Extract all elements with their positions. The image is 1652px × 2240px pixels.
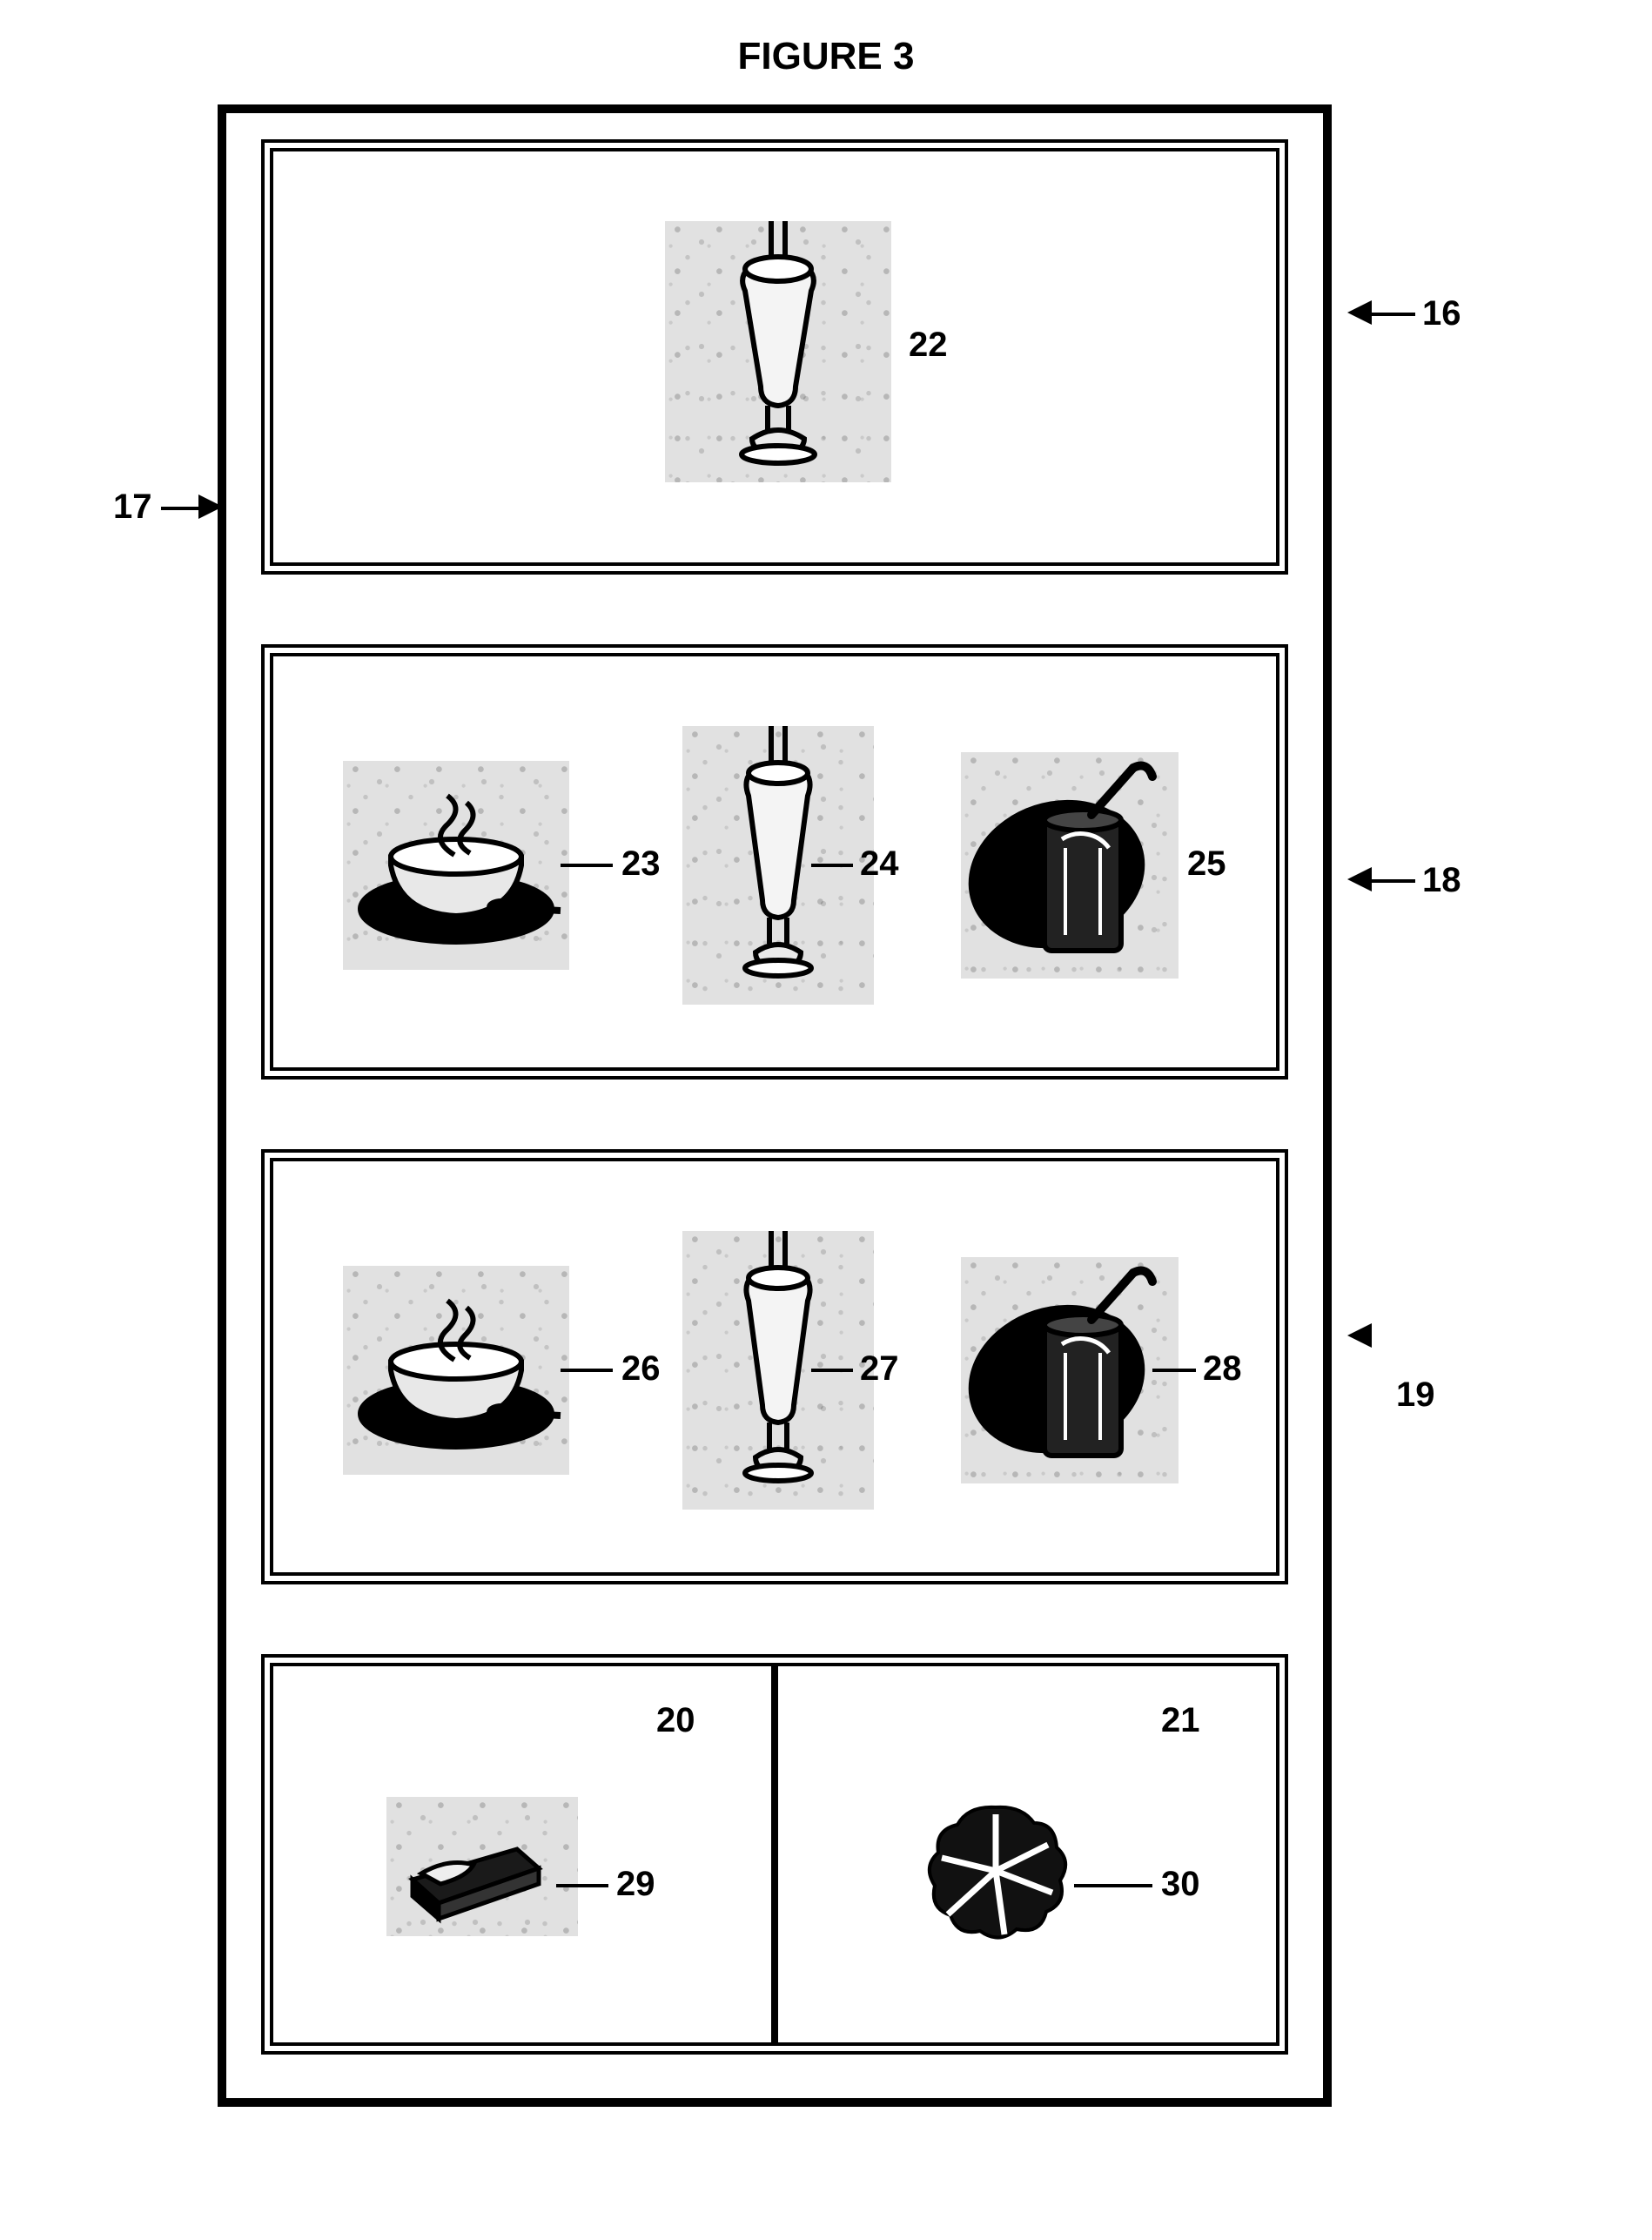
ref-21-label: 21 [1161, 1701, 1200, 1740]
icon-28-lemonade [961, 1257, 1179, 1483]
ref-17-label: 17 [113, 488, 152, 527]
page: FIGURE 3 17 16 18 19 [0, 0, 1652, 2240]
icon-30-cookie [917, 1797, 1074, 1945]
panel-4: 20 29 21 [270, 1663, 1279, 2046]
ref-30-label: 30 [1161, 1865, 1200, 1904]
panel-3: 26 27 [270, 1158, 1279, 1576]
ref-26-label: 26 [621, 1349, 661, 1389]
icon-25-lemonade [961, 752, 1179, 979]
ref-28-label: 28 [1203, 1349, 1242, 1389]
panel-1: 22 [270, 148, 1279, 566]
ref-16-arrow [1347, 300, 1372, 325]
ref-18-lead [1372, 879, 1415, 883]
ref-16-label: 16 [1422, 294, 1461, 333]
icon-23-soup [343, 761, 569, 970]
ref-19-label: 19 [1396, 1376, 1435, 1415]
ref-27-label: 27 [860, 1349, 899, 1389]
ref-23-label: 23 [621, 844, 661, 884]
ref-30-lead [1074, 1884, 1152, 1887]
panel-4-divider [771, 1666, 778, 2042]
lemonade-icon [961, 752, 1179, 979]
icon-22-milkshake [665, 221, 891, 482]
ref-24-lead [811, 864, 853, 867]
outer-frame: 22 23 [218, 104, 1332, 2107]
ref-24-label: 24 [860, 844, 899, 884]
ref-22-label: 22 [909, 326, 948, 365]
ref-17-lead [161, 507, 200, 510]
ref-25-label: 25 [1187, 844, 1226, 884]
ref-27-lead [811, 1369, 853, 1372]
ref-29-label: 29 [616, 1865, 655, 1904]
ref-29-lead [556, 1884, 608, 1887]
ref-28-lead [1152, 1369, 1196, 1372]
soup-bowl-icon [343, 1266, 569, 1475]
ref-20-label: 20 [656, 1701, 695, 1740]
ref-23-lead [561, 864, 613, 867]
cake-slice-icon [386, 1797, 578, 1936]
ref-16-lead [1372, 313, 1415, 316]
panel-2: 23 24 [270, 653, 1279, 1071]
ref-18-arrow [1347, 867, 1372, 891]
soup-bowl-icon [343, 761, 569, 970]
cookie-icon [917, 1797, 1074, 1945]
ref-19-arrow [1347, 1323, 1372, 1348]
ref-26-lead [561, 1369, 613, 1372]
figure-title: FIGURE 3 [0, 35, 1652, 78]
icon-29-cake [386, 1797, 578, 1936]
lemonade-icon [961, 1257, 1179, 1483]
icon-26-soup [343, 1266, 569, 1475]
ref-18-label: 18 [1422, 861, 1461, 900]
milkshake-icon [665, 221, 891, 482]
